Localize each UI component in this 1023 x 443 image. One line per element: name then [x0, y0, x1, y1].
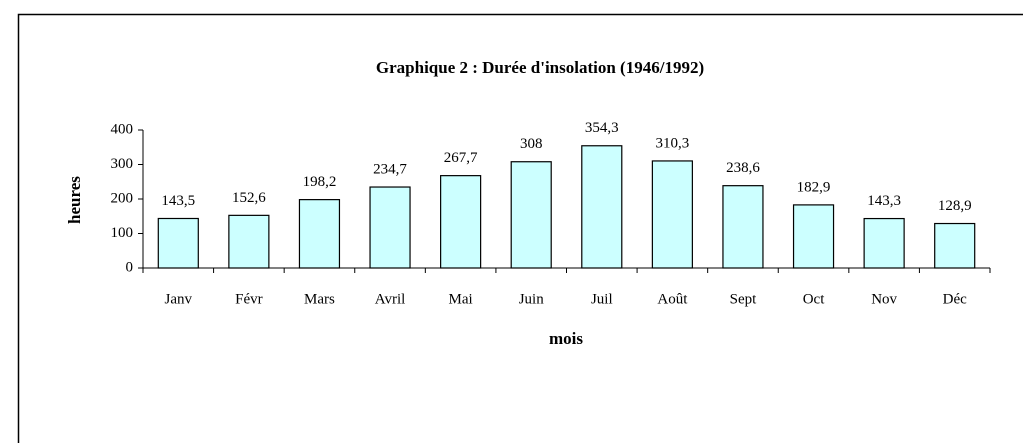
x-tick-label: Juil [591, 291, 613, 307]
x-tick-label: Déc [943, 291, 967, 307]
chart-title: Graphique 2 : Durée d'insolation (1946/1… [376, 58, 704, 77]
value-label: 234,7 [373, 161, 407, 177]
bar [440, 175, 482, 269]
bar [581, 145, 623, 269]
bar [157, 217, 199, 269]
x-axis-label: mois [549, 329, 583, 348]
y-axis-label: heures [65, 176, 84, 224]
value-label: 143,5 [161, 193, 195, 209]
x-tick-label: Nov [871, 291, 897, 307]
y-tick-label: 100 [111, 225, 134, 241]
x-tick-label: Mars [304, 291, 335, 307]
x-tick-label: Mai [449, 291, 473, 307]
value-label: 198,2 [303, 174, 337, 190]
x-tick-label: Janv [165, 291, 193, 307]
value-label: 128,9 [938, 198, 972, 214]
bar [792, 204, 835, 269]
bar [369, 186, 411, 269]
y-tick-label: 300 [111, 156, 134, 172]
bar [510, 161, 552, 269]
x-tick-label: Févr [235, 291, 263, 307]
value-label: 308 [520, 136, 543, 152]
bar [722, 185, 764, 269]
bar [863, 217, 905, 269]
y-tick-label: 200 [111, 190, 134, 206]
x-tick-label: Sept [730, 291, 758, 307]
value-label: 310,3 [656, 135, 690, 151]
y-tick-label: 0 [126, 259, 134, 275]
y-tick-label: 400 [111, 121, 134, 137]
value-label: 152,6 [232, 190, 266, 206]
bar [228, 214, 270, 269]
x-tick-label: Juin [519, 291, 545, 307]
value-label: 267,7 [444, 150, 478, 166]
value-label: 143,3 [867, 193, 901, 209]
value-label: 238,6 [726, 160, 760, 176]
x-tick-label: Août [657, 291, 688, 307]
bar [298, 199, 341, 269]
value-label: 182,9 [797, 179, 831, 195]
bar [651, 160, 693, 269]
x-tick-label: Avril [375, 291, 406, 307]
bar [934, 222, 976, 269]
value-label: 354,3 [585, 120, 619, 136]
x-tick-label: Oct [803, 291, 825, 307]
